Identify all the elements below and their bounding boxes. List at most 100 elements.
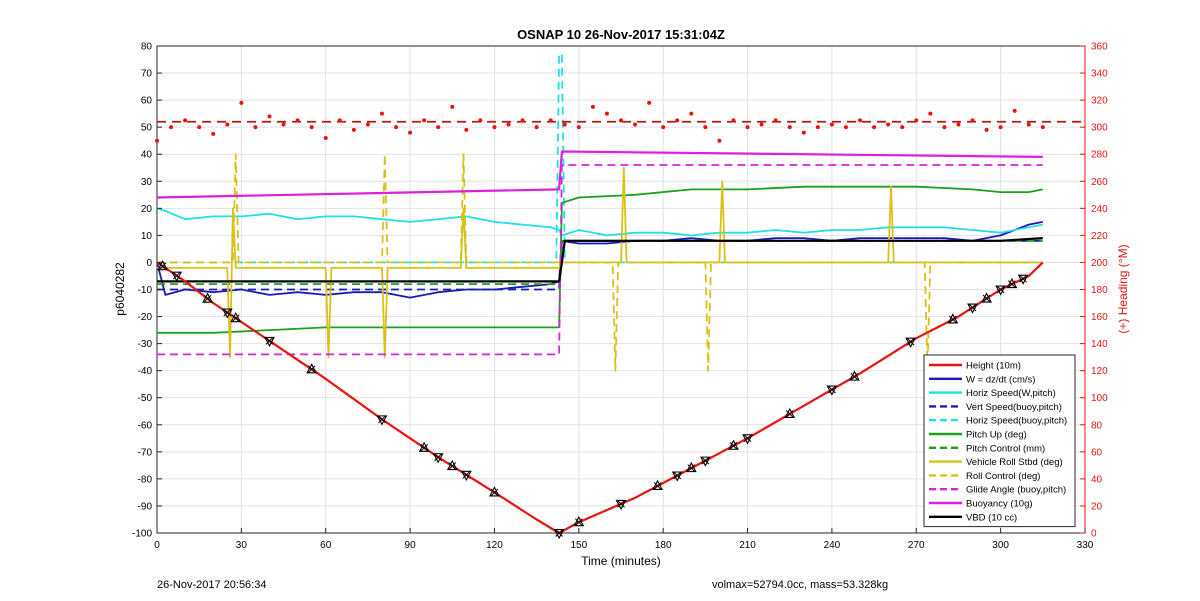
series-line [157,54,1043,262]
heading-point [352,128,356,132]
y2-tick-label: 180 [1091,285,1108,296]
heading-point [211,132,215,136]
x-tick-label: 240 [824,540,841,551]
x-tick-label: 330 [1077,540,1094,551]
x-tick-label: 120 [486,540,503,551]
x-tick-label: 300 [992,540,1009,551]
heading-point [394,125,398,129]
heading-point [408,131,412,135]
y2-tick-label: 100 [1091,393,1108,404]
heading-point [450,105,454,109]
heading-point [956,122,960,126]
x-tick-label: 0 [154,540,160,551]
heading-point [647,101,651,105]
heading-point [422,118,426,122]
heading-point [296,118,300,122]
heading-point [478,118,482,122]
y2-tick-label: 20 [1091,501,1103,512]
y-tick-label: 50 [141,123,153,134]
footer-left: 26-Nov-2017 20:56:34 [157,579,266,591]
y-tick-label: 40 [141,150,153,161]
heading-point [858,118,862,122]
heading-point [689,112,693,116]
heading-point [942,125,946,129]
heading-point [324,136,328,140]
x-tick-label: 210 [739,540,756,551]
y2-tick-label: 0 [1091,529,1097,540]
y-tick-label: -80 [138,474,153,485]
heading-point [830,122,834,126]
heading-point [872,125,876,129]
x-tick-label: 30 [236,540,248,551]
x-tick-label: 150 [570,540,587,551]
y2-tick-label: 160 [1091,312,1108,323]
y2-tick-label: 340 [1091,69,1108,80]
y2-tick-label: 360 [1091,42,1108,53]
y2-tick-label: 40 [1091,474,1103,485]
series-line [157,165,1043,354]
y2-tick-label: 200 [1091,258,1108,269]
heading-point [802,131,806,135]
heading-point [183,118,187,122]
heading-point [366,122,370,126]
heading-point [464,128,468,132]
y-tick-label: -60 [138,420,153,431]
heading-point [1027,122,1031,126]
heading-point [900,125,904,129]
y-tick-label: 70 [141,69,153,80]
heading-point [928,112,932,116]
series-layer [157,54,1043,533]
heading-point [239,101,243,105]
series-line [157,238,1043,281]
y-tick-label: -100 [132,529,152,540]
heading-point [999,125,1003,129]
heading-point [816,125,820,129]
markers-layer [158,261,1028,538]
x-tick-label: 60 [320,540,332,551]
heading-point [605,112,609,116]
heading-point [717,139,721,143]
legend-label: VBD (10 cc) [966,512,1017,523]
legend-label: Vehicle Roll Stbd (deg) [966,457,1063,468]
y2-tick-label: 260 [1091,177,1108,188]
legend-label: Horiz Speed(W,pitch) [966,388,1056,399]
heading-point [310,125,314,129]
heading-point [760,122,764,126]
y-axis-label: p6040282 [113,262,127,316]
legend-label: Pitch Control (mm) [966,443,1045,454]
heading-point [914,118,918,122]
x-tick-label: 90 [405,540,417,551]
heading-point [1041,125,1045,129]
legend-label: Buoyancy (10g) [966,499,1033,510]
heading-point [225,122,229,126]
y2-tick-label: 80 [1091,420,1103,431]
footer-right: volmax=52794.0cc, mass=53.328kg [712,579,888,591]
y-tick-label: -70 [138,447,153,458]
legend-label: W = dz/dt (cm/s) [966,374,1035,385]
heading-point [549,118,553,122]
y2-tick-label: 60 [1091,447,1103,458]
heading-point [746,125,750,129]
heading-point [774,118,778,122]
y-tick-label: -30 [138,339,153,350]
heading-point [197,125,201,129]
y2-tick-label: 280 [1091,150,1108,161]
y-tick-label: -90 [138,501,153,512]
y-tick-label: 60 [141,96,153,107]
x-axis-label: Time (minutes) [581,554,661,568]
y-tick-label: -50 [138,393,153,404]
heading-point [619,118,623,122]
series-line [157,208,1043,235]
y2-axis-label: (+) Heading (°M) [1116,244,1130,333]
heading-point [521,118,525,122]
y-tick-label: 0 [146,258,152,269]
heading-point [563,122,567,126]
heading-point [267,114,271,118]
y2-tick-label: 240 [1091,204,1108,215]
y-tick-label: -40 [138,366,153,377]
y2-tick-label: 140 [1091,339,1108,350]
legend-label: Horiz Speed(buoy,pitch) [966,416,1067,427]
series-line [157,152,1043,198]
heading-point [338,118,342,122]
y2-tick-label: 300 [1091,123,1108,134]
